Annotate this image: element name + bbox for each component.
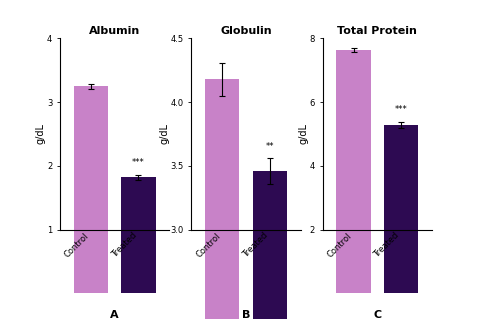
Y-axis label: g/dL: g/dL (159, 123, 169, 145)
Text: B: B (242, 310, 250, 319)
Text: **: ** (265, 142, 274, 151)
Bar (336, 50, 371, 293)
Title: Globulin: Globulin (220, 26, 272, 36)
Bar (384, 125, 418, 293)
Title: Total Protein: Total Protein (337, 26, 417, 36)
Bar (74, 86, 108, 293)
Bar (121, 177, 156, 293)
Y-axis label: g/dL: g/dL (298, 123, 308, 145)
Bar (252, 171, 287, 319)
Bar (205, 79, 240, 319)
Y-axis label: g/dL: g/dL (36, 123, 46, 145)
Text: ***: *** (395, 105, 408, 114)
Text: C: C (373, 310, 381, 319)
Text: ***: *** (132, 158, 145, 167)
Text: A: A (110, 310, 119, 319)
Title: Albumin: Albumin (89, 26, 140, 36)
